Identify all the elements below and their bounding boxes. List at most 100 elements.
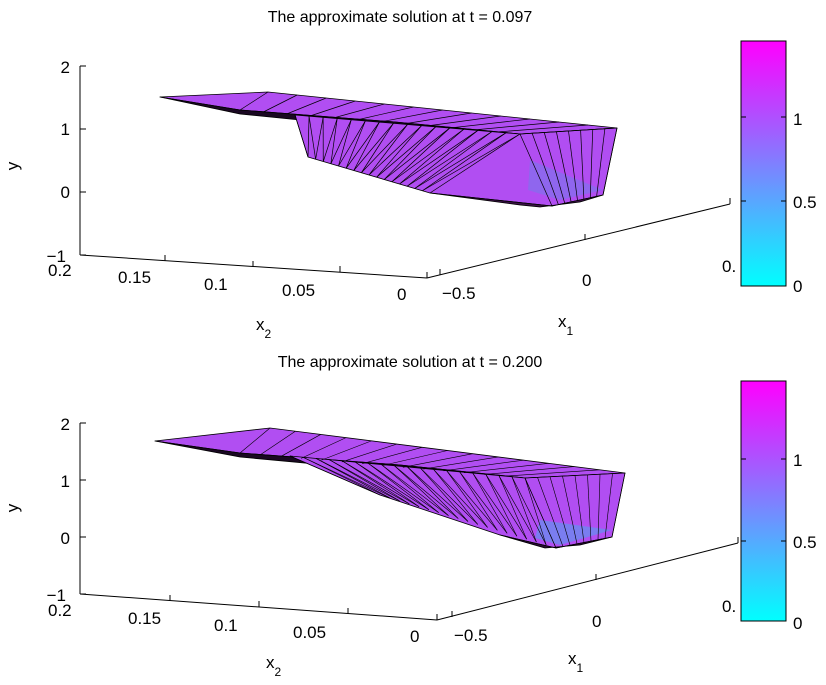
mesh-line (524, 472, 626, 479)
mesh-line (485, 474, 518, 537)
mesh-line (362, 446, 423, 465)
mesh-line (280, 434, 321, 457)
mesh-line (322, 118, 338, 162)
x2-ticks-1 (79, 249, 428, 278)
mesh-line (368, 124, 408, 176)
mesh-line (407, 466, 459, 519)
mesh-line (556, 131, 572, 202)
colorbar-tick-label: 1 (793, 110, 802, 129)
mesh-line (376, 125, 422, 178)
mesh-line (485, 474, 527, 540)
mesh-line (361, 123, 394, 173)
mesh-line (321, 440, 372, 461)
x2-axis-label: x2 (256, 315, 272, 341)
mesh-line (414, 131, 493, 189)
mesh-line (356, 106, 414, 121)
mesh-line (587, 474, 592, 542)
mesh-line (394, 465, 449, 516)
x2-tick-label: 0.1 (214, 616, 238, 635)
mesh-line (391, 128, 464, 183)
mesh-line (330, 119, 352, 164)
z-tick-label: −1 (47, 586, 66, 605)
chart-title-2: The approximate solution at t = 0.200 (278, 354, 543, 371)
mesh-line (342, 460, 410, 505)
z-tick-label: −1 (47, 247, 66, 266)
x1-axis-label: x1 (568, 649, 584, 675)
x2-tick-label: 0.05 (282, 281, 315, 300)
mesh-line (562, 476, 578, 544)
panel-2: The approximate solution at t = 0.200 2 … (3, 354, 817, 679)
mesh-line (342, 460, 420, 508)
mesh-line (355, 461, 430, 510)
surface-plot-2 (154, 427, 626, 549)
mesh-line (498, 475, 527, 540)
mesh-line (511, 476, 547, 546)
mesh-line (504, 469, 600, 477)
x1-tick-label: 0 (582, 271, 591, 290)
x2-tick-label: 0 (410, 627, 419, 646)
mesh-line (511, 476, 537, 543)
x2-tick-label: 0.05 (293, 623, 326, 642)
mesh-line (368, 463, 430, 510)
colorbar-tick-label: 0 (793, 614, 802, 633)
mesh-line (446, 470, 498, 531)
z-tick-label: 0 (61, 183, 70, 202)
mesh-line (604, 473, 613, 539)
mesh-line (473, 121, 559, 131)
x1-tick-label: −0.5 (454, 626, 488, 645)
mesh-line (574, 475, 585, 543)
panel-1: The approximate solution at t = 0.097 2 … (3, 9, 817, 341)
z-axis-label: y (3, 161, 22, 170)
mesh-line (239, 91, 269, 111)
mesh-line (449, 118, 530, 129)
x1-tick-label: 0. (722, 597, 736, 616)
x1-ticks-2 (451, 537, 739, 617)
mesh-line (338, 119, 352, 167)
x2-tick-label: 0.2 (48, 601, 72, 620)
mesh-line (446, 470, 488, 528)
mesh-line (484, 466, 575, 475)
mesh-line (309, 100, 356, 117)
mesh-line (463, 463, 549, 473)
mesh-line (459, 471, 508, 534)
mesh-line (382, 450, 448, 466)
z-axis-label: y (3, 503, 22, 512)
mesh-line (263, 94, 298, 113)
mesh-line (543, 132, 566, 204)
mesh-line (589, 129, 594, 198)
mesh-line (472, 472, 518, 537)
mesh-line (496, 124, 588, 133)
mesh-line (353, 123, 394, 171)
mesh-line (407, 466, 469, 522)
mesh-line (422, 133, 521, 192)
mesh-line (568, 130, 578, 201)
x1-tick-label: 0. (722, 257, 736, 276)
mesh-line (355, 461, 420, 508)
mesh-line (537, 477, 564, 547)
mesh-line (597, 474, 601, 540)
mesh-line (498, 475, 537, 543)
x2-tick-label: 0.1 (204, 275, 228, 294)
mesh-line (300, 437, 347, 459)
z-tick-label: 1 (61, 472, 70, 491)
mesh-line (403, 112, 472, 125)
mesh-line (414, 132, 507, 189)
x2-tick-label: 0.2 (48, 261, 72, 280)
mesh-line (239, 427, 271, 454)
mesh-line (361, 124, 408, 173)
mesh-line (472, 472, 508, 534)
colorbar-tick-label: 0.5 (793, 193, 817, 212)
x1-tick-label: 0 (592, 612, 601, 631)
colorbar-tick-label: 0 (793, 277, 802, 296)
x1-tick-label: −0.5 (442, 284, 476, 303)
mesh-line (345, 120, 366, 169)
mesh-line (611, 472, 626, 538)
mesh-line (329, 459, 400, 502)
x2-ticks-2 (79, 588, 438, 620)
mesh-line (333, 103, 385, 119)
mesh-line (433, 469, 479, 525)
z-tick-label: 2 (61, 415, 70, 434)
colorbar-1 (740, 40, 787, 287)
z-ticks-1 (80, 65, 86, 256)
